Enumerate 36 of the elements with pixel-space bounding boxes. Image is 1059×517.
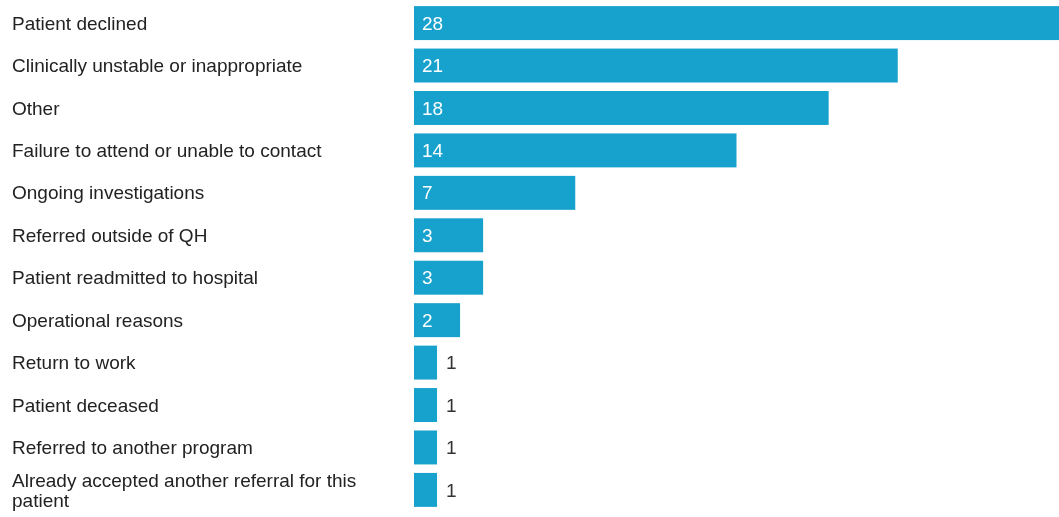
bar — [414, 303, 461, 338]
y-tick-label: Referred to another program — [12, 437, 253, 459]
data-label: 1 — [446, 437, 457, 459]
bar — [414, 6, 1059, 41]
data-label: 28 — [422, 12, 444, 34]
y-tick-label: Already accepted another referral for this patient — [12, 469, 357, 511]
bar — [414, 260, 484, 295]
y-tick-label: Return to work — [12, 352, 137, 374]
data-label: 1 — [446, 479, 457, 501]
data-label: 3 — [422, 224, 433, 246]
bar — [414, 472, 438, 507]
y-tick-label: Ongoing investigations — [12, 182, 205, 204]
y-tick-label: Other — [12, 97, 61, 119]
bar — [414, 175, 576, 210]
data-label: 3 — [422, 267, 433, 289]
data-label: 14 — [422, 140, 444, 162]
data-label: 1 — [446, 352, 457, 374]
bar — [414, 133, 737, 168]
data-label: 1 — [446, 394, 457, 416]
y-tick-label: Failure to attend or unable to contact — [12, 140, 323, 162]
y-tick-label: Operational reasons — [12, 309, 184, 331]
bar — [414, 345, 438, 380]
data-label: 2 — [422, 309, 433, 331]
y-tick-label: Referred outside of QH — [12, 224, 208, 246]
bar — [414, 388, 438, 422]
data-label: 18 — [422, 97, 444, 119]
data-label: 7 — [422, 182, 433, 204]
bar — [414, 218, 484, 253]
data-label: 21 — [422, 55, 444, 77]
y-tick-label: Patient readmitted to hospital — [12, 267, 259, 289]
y-tick-label: Patient declined — [12, 12, 148, 34]
bar — [414, 91, 829, 125]
y-tick-label: Clinically unstable or inappropriate — [12, 55, 303, 77]
y-tick-label: Patient deceased — [12, 394, 159, 416]
bar — [414, 430, 438, 465]
bar — [414, 48, 898, 83]
